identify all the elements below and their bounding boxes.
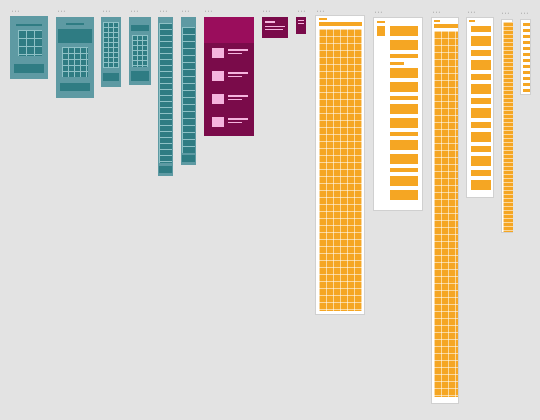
frame-label: • • • (58, 9, 66, 13)
frame-teal-6[interactable] (181, 17, 196, 165)
frame-label: • • • (182, 9, 190, 13)
frame-magenta-1[interactable] (204, 17, 254, 136)
frame-magenta-3[interactable] (296, 17, 306, 34)
frame-orange-5[interactable] (501, 19, 513, 233)
frame-label: • • • (12, 9, 20, 13)
frame-label: • • • (317, 9, 325, 13)
frame-magenta-2[interactable] (262, 17, 288, 38)
frame-label: • • • (502, 11, 510, 15)
frame-orange-3[interactable] (431, 17, 459, 404)
frame-label: • • • (103, 9, 111, 13)
frame-orange-4[interactable] (466, 17, 494, 198)
frame-teal-1[interactable] (10, 16, 48, 79)
frame-teal-4[interactable] (129, 17, 151, 85)
frame-label: • • • (205, 9, 213, 13)
frame-teal-5[interactable] (158, 17, 173, 176)
frame-label: • • • (160, 9, 168, 13)
frame-label: • • • (375, 10, 383, 14)
frame-teal-2[interactable] (56, 17, 94, 98)
frame-label: • • • (468, 10, 476, 14)
frame-label: • • • (263, 9, 271, 13)
frame-label: • • • (131, 9, 139, 13)
frame-orange-2[interactable] (373, 17, 423, 211)
frame-label: • • • (433, 10, 441, 14)
frame-teal-3[interactable] (101, 17, 121, 87)
frame-orange-1[interactable] (315, 15, 365, 315)
frame-label: • • • (298, 9, 306, 13)
frame-label: • • • (521, 11, 529, 15)
frame-orange-6[interactable] (520, 19, 531, 95)
